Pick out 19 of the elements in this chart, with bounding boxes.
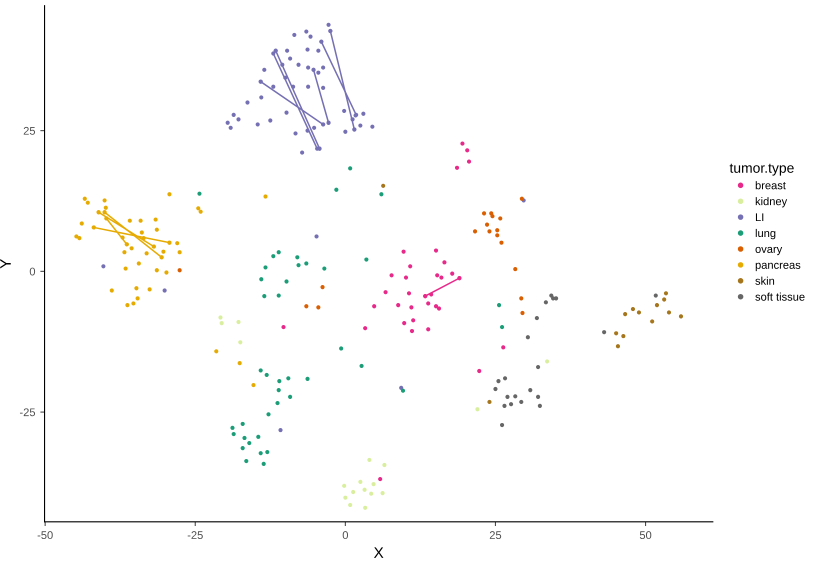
- x-tick-label: 0: [342, 531, 348, 540]
- x-tick-label: -25: [188, 531, 203, 540]
- y-axis-title: Y: [0, 258, 11, 269]
- legend-label: ovary: [756, 246, 782, 256]
- y-tick-label: -25: [20, 408, 36, 416]
- x-axis-title: X: [374, 547, 384, 558]
- legend-label: breast: [756, 181, 786, 190]
- legend-label: kidney: [756, 197, 788, 208]
- legend-label: skin: [755, 276, 774, 285]
- legend-label: LI: [756, 213, 764, 222]
- legend-label: soft tissue: [755, 292, 805, 301]
- legend-label: pancreas: [756, 262, 800, 272]
- x-tick-label: 25: [490, 531, 502, 540]
- x-tick-label: 50: [640, 531, 652, 540]
- x-tick-label: -50: [38, 531, 53, 540]
- legend-label: lung: [756, 228, 776, 240]
- legend-title: tumor.type: [730, 164, 794, 176]
- y-tick-label: 25: [24, 126, 36, 135]
- y-tick-label: 0: [30, 268, 36, 276]
